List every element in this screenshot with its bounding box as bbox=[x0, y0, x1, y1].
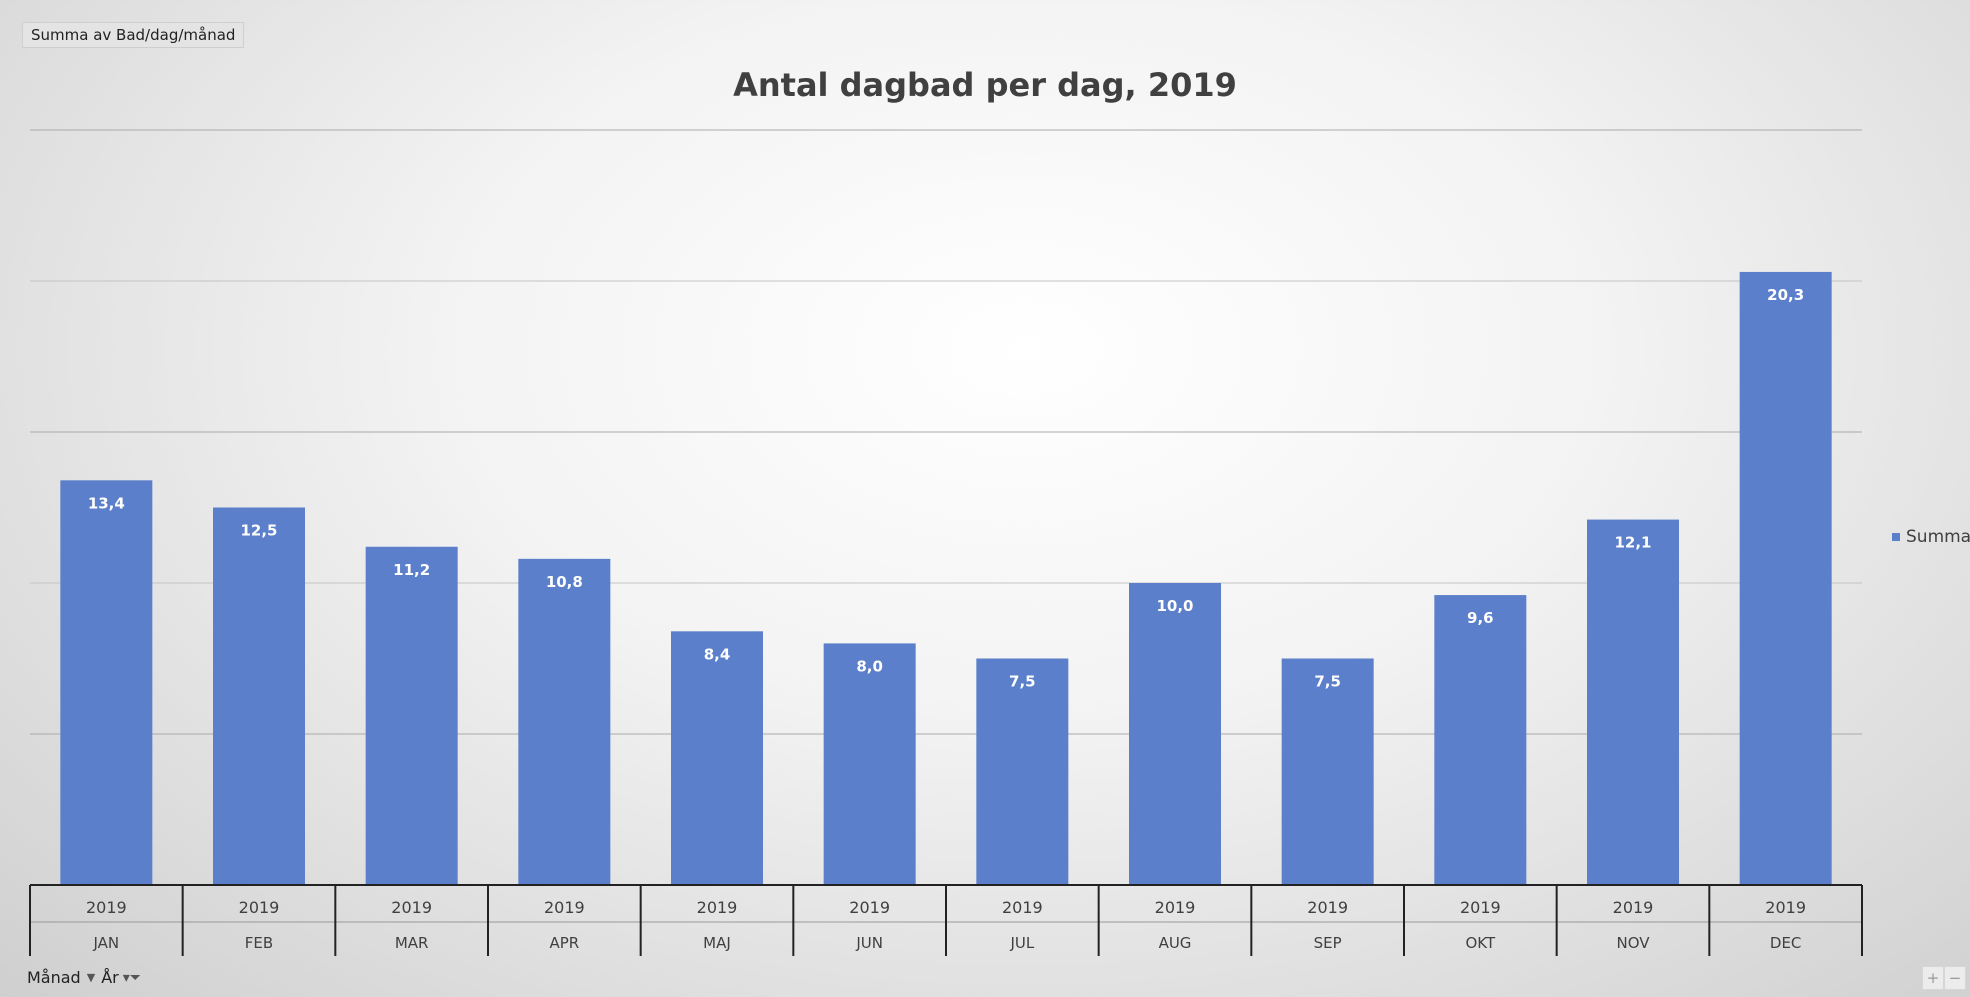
value-field-button[interactable]: Summa av Bad/dag/månad bbox=[22, 22, 245, 48]
tick-label-year: 2019 bbox=[1155, 898, 1196, 917]
tick-label-month: FEB bbox=[245, 934, 273, 952]
bar bbox=[1281, 658, 1374, 885]
bar bbox=[976, 658, 1069, 885]
tick-label-year: 2019 bbox=[849, 898, 890, 917]
tick-label-month: AUG bbox=[1159, 934, 1192, 952]
tick-label-year: 2019 bbox=[1613, 898, 1654, 917]
bar bbox=[60, 480, 153, 885]
zoom-controls: + − bbox=[1922, 966, 1966, 990]
bar bbox=[823, 643, 916, 885]
axis-field-buttons: Månad ▼ År ▾⏷ bbox=[27, 968, 141, 987]
tick-label-year: 2019 bbox=[697, 898, 738, 917]
tick-label-month: MAJ bbox=[703, 934, 731, 952]
data-label: 9,6 bbox=[1467, 609, 1494, 627]
tick-label-year: 2019 bbox=[86, 898, 127, 917]
bar bbox=[1129, 583, 1221, 885]
zoom-out-button[interactable]: − bbox=[1944, 966, 1966, 990]
tick-label-month: JUL bbox=[1009, 934, 1034, 952]
data-label: 11,2 bbox=[393, 561, 430, 579]
bar bbox=[1434, 595, 1527, 885]
bar bbox=[365, 546, 458, 885]
filter-funnel-icon: ▾⏷ bbox=[122, 969, 141, 986]
bar bbox=[518, 558, 611, 885]
data-label: 20,3 bbox=[1767, 286, 1804, 304]
bar bbox=[1739, 271, 1832, 885]
dropdown-arrow-icon: ▼ bbox=[86, 971, 96, 984]
tick-label-month: JAN bbox=[93, 934, 120, 952]
tick-label-year: 2019 bbox=[544, 898, 585, 917]
data-label: 10,0 bbox=[1156, 597, 1193, 615]
tick-label-year: 2019 bbox=[1460, 898, 1501, 917]
tick-label-year: 2019 bbox=[391, 898, 432, 917]
filter-label-year: År bbox=[101, 968, 119, 987]
tick-label-month: DEC bbox=[1770, 934, 1802, 952]
legend[interactable]: Summa bbox=[1892, 527, 1970, 547]
data-label: 8,0 bbox=[856, 657, 883, 675]
tick-label-year: 2019 bbox=[1307, 898, 1348, 917]
data-label: 13,4 bbox=[88, 494, 125, 512]
tick-label-month: JUN bbox=[855, 934, 883, 952]
bar bbox=[213, 507, 305, 885]
bar bbox=[671, 631, 763, 885]
legend-swatch bbox=[1892, 533, 1900, 541]
data-label: 7,5 bbox=[1009, 673, 1036, 691]
data-label: 8,4 bbox=[704, 645, 731, 663]
legend-label: Summa bbox=[1906, 527, 1970, 547]
data-label: 12,5 bbox=[240, 522, 277, 540]
data-label: 10,8 bbox=[546, 573, 583, 591]
filter-button-month[interactable]: Månad ▼ bbox=[27, 968, 95, 987]
tick-label-month: SEP bbox=[1314, 934, 1342, 952]
zoom-in-button[interactable]: + bbox=[1922, 966, 1944, 990]
bar bbox=[1587, 519, 1679, 885]
filter-label-month: Månad bbox=[27, 968, 81, 987]
chart-title: Antal dagbad per dag, 2019 bbox=[733, 66, 1237, 104]
tick-label-month: MAR bbox=[395, 934, 429, 952]
tick-label-month: APR bbox=[549, 934, 579, 952]
data-label: 7,5 bbox=[1314, 673, 1341, 691]
tick-label-year: 2019 bbox=[1765, 898, 1806, 917]
tick-label-month: OKT bbox=[1466, 934, 1496, 952]
tick-label-year: 2019 bbox=[239, 898, 280, 917]
filter-button-year[interactable]: År ▾⏷ bbox=[101, 968, 141, 987]
data-label: 12,1 bbox=[1614, 534, 1651, 552]
tick-label-year: 2019 bbox=[1002, 898, 1043, 917]
tick-label-month: NOV bbox=[1616, 934, 1650, 952]
